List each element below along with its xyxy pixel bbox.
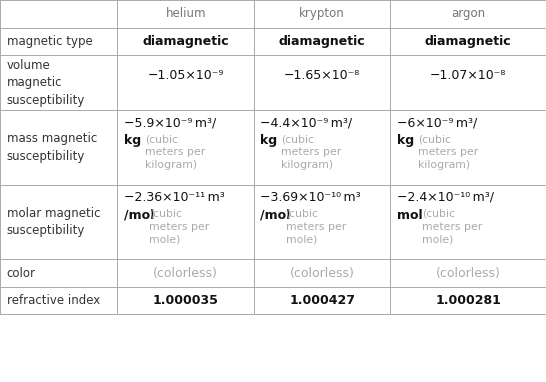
Text: refractive index: refractive index (7, 294, 100, 307)
Text: 1.000427: 1.000427 (289, 294, 355, 307)
Text: −1.65×10⁻⁸: −1.65×10⁻⁸ (284, 68, 360, 82)
Text: diamagnetic: diamagnetic (425, 35, 512, 48)
Text: −1.05×10⁻⁹: −1.05×10⁻⁹ (147, 68, 224, 82)
Text: color: color (7, 267, 35, 280)
Text: −4.4×10⁻⁹ m³/: −4.4×10⁻⁹ m³/ (260, 116, 353, 129)
Text: (colorless): (colorless) (436, 267, 501, 280)
Text: (cubic
meters per
mole): (cubic meters per mole) (149, 209, 209, 244)
Text: krypton: krypton (299, 7, 345, 20)
Text: molar magnetic
susceptibility: molar magnetic susceptibility (7, 207, 100, 237)
Text: (cubic
meters per
mole): (cubic meters per mole) (422, 209, 482, 244)
Text: helium: helium (165, 7, 206, 20)
Text: −2.4×10⁻¹⁰ m³/: −2.4×10⁻¹⁰ m³/ (397, 191, 494, 204)
Text: diamagnetic: diamagnetic (143, 35, 229, 48)
Text: 1.000281: 1.000281 (435, 294, 501, 307)
Text: mol: mol (397, 209, 423, 222)
Text: mass magnetic
susceptibility: mass magnetic susceptibility (7, 133, 97, 163)
Text: (cubic
meters per
mole): (cubic meters per mole) (286, 209, 346, 244)
Text: −2.36×10⁻¹¹ m³: −2.36×10⁻¹¹ m³ (124, 191, 225, 204)
Text: /mol: /mol (260, 209, 290, 222)
Text: (colorless): (colorless) (290, 267, 354, 280)
Text: (cubic
meters per
kilogram): (cubic meters per kilogram) (418, 134, 478, 170)
Text: volume
magnetic
susceptibility: volume magnetic susceptibility (7, 59, 85, 107)
Text: (cubic
meters per
kilogram): (cubic meters per kilogram) (145, 134, 205, 170)
Text: kg: kg (260, 134, 277, 147)
Text: (colorless): (colorless) (153, 267, 218, 280)
Text: −5.9×10⁻⁹ m³/: −5.9×10⁻⁹ m³/ (124, 116, 216, 129)
Text: −6×10⁻⁹ m³/: −6×10⁻⁹ m³/ (397, 116, 477, 129)
Text: (cubic
meters per
kilogram): (cubic meters per kilogram) (281, 134, 341, 170)
Text: magnetic type: magnetic type (7, 35, 92, 48)
Text: diamagnetic: diamagnetic (279, 35, 365, 48)
Text: 1.000035: 1.000035 (153, 294, 218, 307)
Text: −3.69×10⁻¹⁰ m³: −3.69×10⁻¹⁰ m³ (260, 191, 361, 204)
Text: argon: argon (451, 7, 485, 20)
Text: kg: kg (397, 134, 414, 147)
Text: /mol: /mol (124, 209, 154, 222)
Text: kg: kg (124, 134, 141, 147)
Text: −1.07×10⁻⁸: −1.07×10⁻⁸ (430, 68, 506, 82)
